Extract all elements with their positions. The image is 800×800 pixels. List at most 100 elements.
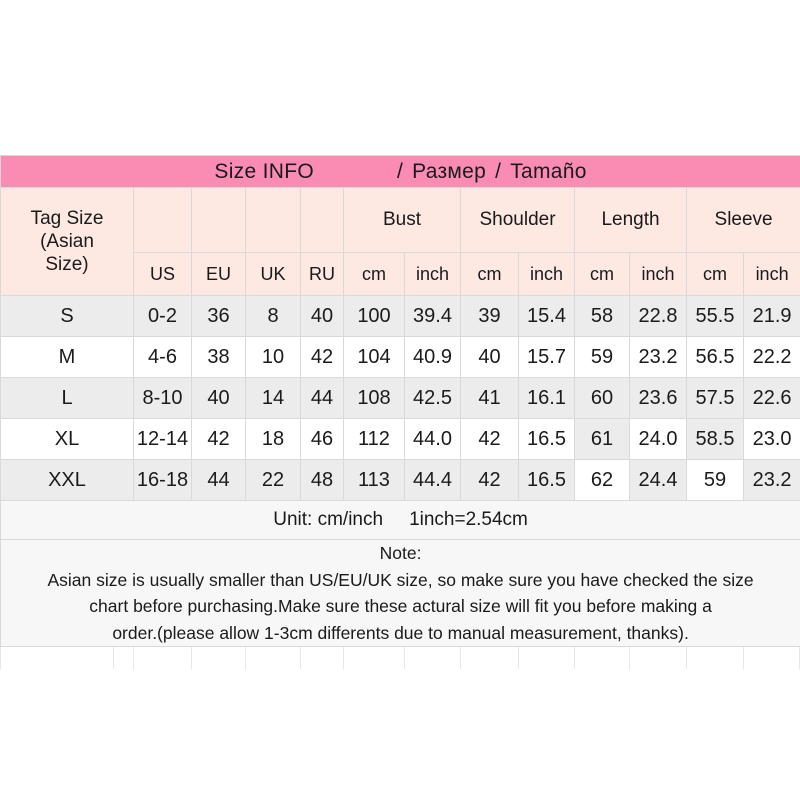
header-shoulder-inch: inch (518, 252, 575, 296)
cell-sleeve-cm: 55.5 (686, 295, 744, 337)
cell-length-cm: 58 (574, 295, 630, 337)
header-group-length: Length (574, 187, 687, 253)
cell-length-inch: 22.8 (629, 295, 687, 337)
size-info-banner: Size INFO / Размер / Tamaño (0, 155, 800, 188)
header-spacer-uk (245, 187, 301, 253)
size-chart-sheet: Size INFO / Размер / Tamaño Tag Size (As… (0, 155, 800, 670)
cell-ru: 48 (300, 459, 344, 501)
cell-bust-cm: 100 (343, 295, 405, 337)
header-group-sleeve: Sleeve (685, 187, 800, 253)
cell-tag-size: L (0, 377, 134, 419)
cell-sleeve-cm: 56.5 (686, 336, 744, 378)
header-spacer-us (133, 187, 192, 253)
note-block: Note: Asian size is usually smaller than… (0, 538, 800, 648)
cell-bust-inch: 44.0 (404, 418, 461, 460)
cell-shoulder-cm: 40 (460, 336, 519, 378)
cell-shoulder-inch: 16.5 (518, 418, 575, 460)
cell-shoulder-inch: 15.7 (518, 336, 575, 378)
banner-separator-1: / (396, 159, 404, 183)
cell-length-cm: 60 (574, 377, 630, 419)
unit-conversion-row: Unit: cm/inch 1inch=2.54cm (0, 500, 800, 540)
header-bust-inch: inch (404, 252, 461, 296)
table-row: S 0-2 36 8 40 100 39.4 39 15.4 58 22.8 5… (0, 295, 800, 337)
cell-shoulder-cm: 41 (460, 377, 519, 419)
header-group-shoulder: Shoulder (460, 187, 575, 253)
table-row: XXL 16-18 44 22 48 113 44.4 42 16.5 62 2… (0, 459, 800, 501)
cell-us: 12-14 (133, 418, 192, 460)
cell-ru: 40 (300, 295, 344, 337)
cell-ru: 44 (300, 377, 344, 419)
cell-bust-inch: 42.5 (404, 377, 461, 419)
cell-sleeve-inch: 21.9 (742, 295, 800, 337)
empty-grid-tail (0, 647, 800, 670)
header-uk: UK (245, 252, 301, 296)
cell-sleeve-inch: 22.2 (742, 336, 800, 378)
cell-length-cm: 61 (574, 418, 630, 460)
cell-bust-inch: 40.9 (404, 336, 461, 378)
cell-sleeve-inch: 23.2 (742, 459, 800, 501)
header-us: US (133, 252, 192, 296)
tag-size-line-3: Size) (45, 254, 89, 276)
cell-shoulder-cm: 39 (460, 295, 519, 337)
unit-conversion-cell: Unit: cm/inch 1inch=2.54cm (0, 500, 800, 540)
cell-us: 0-2 (133, 295, 192, 337)
cell-sleeve-cm: 57.5 (686, 377, 744, 419)
tag-size-line-2: (Asian (40, 230, 94, 252)
cell-uk: 8 (245, 295, 301, 337)
cell-eu: 40 (191, 377, 246, 419)
cell-length-inch: 23.6 (629, 377, 687, 419)
cell-us: 16-18 (133, 459, 192, 501)
cell-tag-size: XXL (0, 459, 134, 501)
cell-length-inch: 24.4 (629, 459, 687, 501)
header-tag-size: Tag Size (Asian Size) (0, 187, 134, 296)
banner-separator-2: / (495, 159, 502, 183)
banner-title-es: Tamaño (510, 159, 587, 183)
note-line-2: chart before purchasing.Make sure these … (89, 596, 712, 617)
note-heading: Note: (379, 543, 422, 563)
header-ru: RU (300, 252, 344, 296)
banner-title-ru: Размер (412, 159, 487, 183)
header-eu: EU (191, 252, 246, 296)
cell-uk: 10 (245, 336, 301, 378)
cell-eu: 38 (191, 336, 246, 378)
size-info-banner-row: Size INFO / Размер / Tamaño (0, 155, 800, 188)
size-chart-table: Size INFO / Размер / Tamaño Tag Size (As… (0, 155, 800, 648)
header-length-cm: cm (574, 252, 630, 296)
cell-uk: 14 (245, 377, 301, 419)
cell-shoulder-cm: 42 (460, 418, 519, 460)
cell-length-inch: 23.2 (629, 336, 687, 378)
cell-length-inch: 24.0 (629, 418, 687, 460)
unit-label: Unit: cm/inch (273, 509, 384, 530)
cell-us: 8-10 (133, 377, 192, 419)
cell-bust-cm: 113 (343, 459, 405, 501)
cell-tag-size: S (0, 295, 134, 337)
cell-uk: 18 (245, 418, 301, 460)
header-spacer-eu (191, 187, 246, 253)
cell-sleeve-inch: 22.6 (742, 377, 800, 419)
cell-bust-cm: 104 (343, 336, 405, 378)
cell-length-cm: 59 (574, 336, 630, 378)
cell-bust-cm: 112 (343, 418, 405, 460)
note-line-1: Asian size is usually smaller than US/EU… (47, 569, 754, 590)
cell-length-cm: 62 (574, 459, 630, 501)
table-row: XL 12-14 42 18 46 112 44.0 42 16.5 61 24… (0, 418, 800, 460)
header-spacer-ru (300, 187, 344, 253)
cell-sleeve-inch: 23.0 (742, 418, 800, 460)
note-line-3: order.(please allow 1-3cm differents due… (112, 622, 689, 643)
cell-shoulder-cm: 42 (460, 459, 519, 501)
cell-eu: 36 (191, 295, 246, 337)
header-sub-row: US EU UK RU cm inch cm inch cm inch cm i… (1, 252, 800, 296)
cell-shoulder-inch: 16.5 (518, 459, 575, 501)
cell-sleeve-cm: 58.5 (686, 418, 744, 460)
header-group-bust: Bust (343, 187, 461, 253)
cell-ru: 46 (300, 418, 344, 460)
cell-tag-size: XL (0, 418, 134, 460)
table-row: M 4-6 38 10 42 104 40.9 40 15.7 59 23.2 … (0, 336, 800, 378)
header-length-inch: inch (629, 252, 687, 296)
header-sleeve-inch: inch (742, 252, 800, 296)
cell-eu: 44 (191, 459, 246, 501)
note-row: Note: Asian size is usually smaller than… (0, 538, 800, 648)
header-bust-cm: cm (343, 252, 405, 296)
header-group-row: Tag Size (Asian Size) Bust Shoulder Leng… (0, 187, 800, 296)
cell-shoulder-inch: 15.4 (518, 295, 575, 337)
